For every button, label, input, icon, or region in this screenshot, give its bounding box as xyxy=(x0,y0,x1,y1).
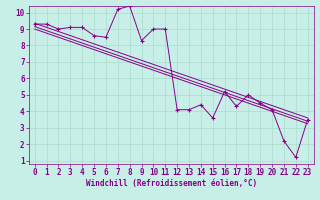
X-axis label: Windchill (Refroidissement éolien,°C): Windchill (Refroidissement éolien,°C) xyxy=(86,179,257,188)
